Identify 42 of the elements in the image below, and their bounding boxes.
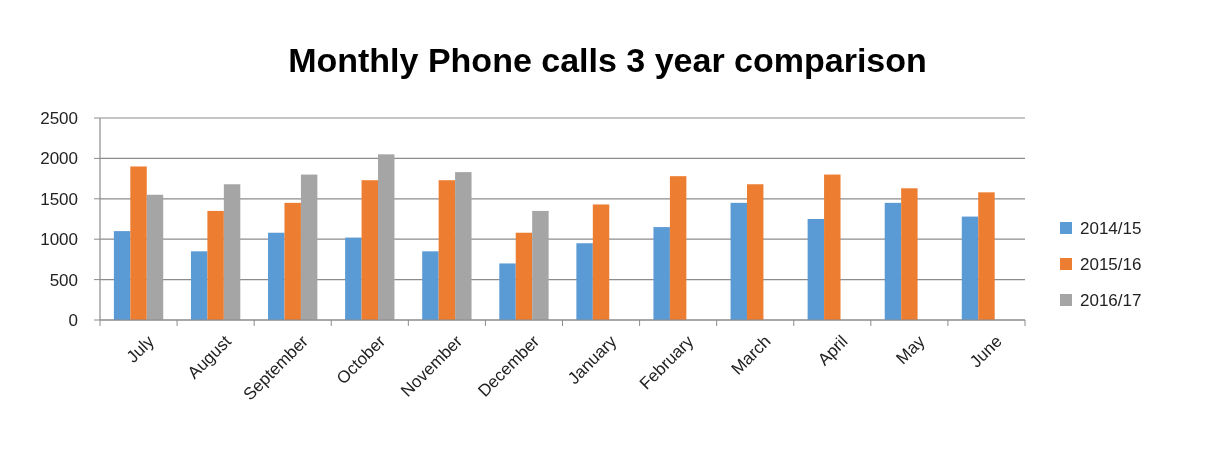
bar bbox=[455, 172, 472, 320]
bar bbox=[961, 216, 979, 320]
bar bbox=[223, 184, 241, 320]
y-tick-label: 2500 bbox=[40, 108, 78, 128]
bar bbox=[499, 263, 516, 320]
y-tick-label: 1500 bbox=[40, 189, 78, 209]
bar bbox=[730, 202, 747, 320]
x-tick-label: July bbox=[122, 331, 159, 367]
y-tick-label: 2000 bbox=[40, 149, 78, 169]
bar bbox=[268, 232, 285, 320]
bar bbox=[592, 204, 610, 320]
y-tick-label: 500 bbox=[49, 270, 78, 290]
bar bbox=[130, 166, 147, 320]
bar bbox=[901, 188, 918, 320]
bar bbox=[284, 202, 301, 320]
bar bbox=[515, 232, 533, 320]
bar bbox=[300, 174, 318, 320]
bar bbox=[532, 210, 549, 320]
bar bbox=[824, 174, 841, 320]
bar bbox=[438, 180, 456, 320]
bar bbox=[576, 243, 593, 320]
bar bbox=[422, 251, 439, 320]
bar bbox=[746, 184, 764, 320]
bar bbox=[378, 154, 395, 320]
bar bbox=[207, 210, 224, 320]
bar bbox=[113, 231, 131, 320]
bar bbox=[653, 227, 670, 320]
bar bbox=[190, 251, 208, 320]
bar bbox=[669, 176, 687, 320]
bar bbox=[146, 194, 164, 320]
bar bbox=[361, 180, 379, 320]
chart-title: Monthly Phone calls 3 year comparison bbox=[288, 41, 927, 79]
bar bbox=[978, 192, 995, 320]
bar bbox=[884, 202, 902, 320]
bar bbox=[807, 219, 825, 320]
y-tick-label: 1000 bbox=[40, 230, 78, 250]
legend-label: 2016/17 bbox=[1080, 290, 1142, 310]
legend-label: 2015/16 bbox=[1080, 254, 1142, 274]
bar bbox=[345, 237, 362, 320]
x-tick-label: May bbox=[892, 331, 929, 368]
legend-label: 2014/15 bbox=[1080, 218, 1142, 238]
y-tick-label: 0 bbox=[68, 310, 78, 330]
